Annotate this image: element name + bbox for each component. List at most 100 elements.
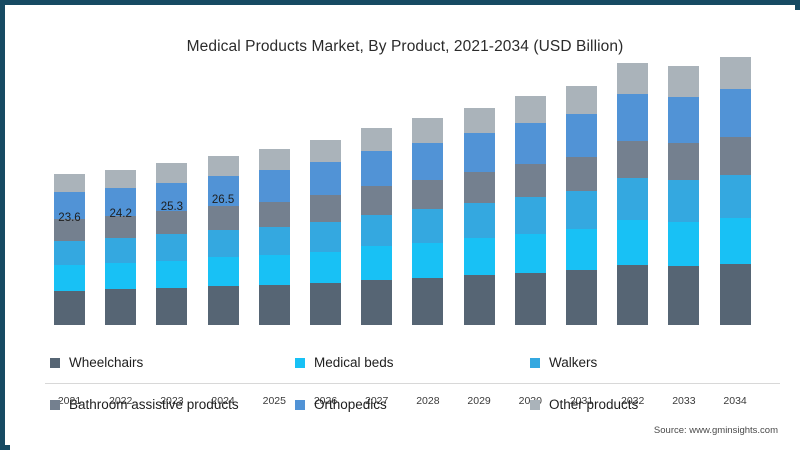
bar-segment-bathroom-assistive-products[interactable] <box>617 141 649 179</box>
bar-2028[interactable] <box>412 118 444 325</box>
bar-segment-walkers[interactable] <box>105 238 137 264</box>
legend-item-bathroom-assistive-products[interactable]: Bathroom assistive products <box>50 397 239 412</box>
bar-2026[interactable] <box>310 140 341 325</box>
bar-segment-walkers[interactable] <box>617 178 649 221</box>
bar-segment-orthopedics[interactable] <box>156 182 188 212</box>
bar-2021[interactable] <box>54 174 85 325</box>
bar-segment-wheelchairs[interactable] <box>566 270 597 325</box>
bar-segment-other-products[interactable] <box>310 140 341 163</box>
bar-segment-walkers[interactable] <box>668 180 700 222</box>
legend-item-medical-beds[interactable]: Medical beds <box>295 355 394 370</box>
bar-segment-other-products[interactable] <box>719 56 751 89</box>
bar-2030[interactable] <box>514 95 546 325</box>
bar-2025[interactable] <box>258 149 290 325</box>
bar-segment-medical-beds[interactable] <box>54 264 85 291</box>
bar-segment-orthopedics[interactable] <box>105 188 137 216</box>
bar-segment-orthopedics[interactable] <box>668 97 700 143</box>
bar-segment-wheelchairs[interactable] <box>310 282 341 325</box>
bar-segment-bathroom-assistive-products[interactable] <box>514 164 546 197</box>
bar-segment-wheelchairs[interactable] <box>105 289 137 325</box>
bar-segment-orthopedics[interactable] <box>207 175 239 206</box>
bar-segment-medical-beds[interactable] <box>668 221 700 266</box>
bar-segment-other-products[interactable] <box>207 155 239 176</box>
bar-2033[interactable] <box>668 65 700 325</box>
bar-segment-medical-beds[interactable] <box>719 218 751 264</box>
bar-segment-wheelchairs[interactable] <box>412 277 444 325</box>
bar-segment-wheelchairs[interactable] <box>258 284 290 325</box>
bar-2024[interactable] <box>207 155 239 325</box>
bar-segment-wheelchairs[interactable] <box>156 287 188 325</box>
bar-2023[interactable] <box>156 163 188 325</box>
bar-segment-wheelchairs[interactable] <box>463 275 495 325</box>
bar-2027[interactable] <box>361 128 393 325</box>
bar-segment-other-products[interactable] <box>566 86 597 115</box>
bar-segment-medical-beds[interactable] <box>514 233 546 273</box>
bar-segment-other-products[interactable] <box>668 65 700 97</box>
bar-segment-other-products[interactable] <box>617 63 649 95</box>
bar-segment-walkers[interactable] <box>207 229 239 258</box>
bar-segment-medical-beds[interactable] <box>207 257 239 287</box>
bar-2032[interactable] <box>617 63 649 325</box>
bar-2022[interactable] <box>105 170 137 325</box>
bar-segment-medical-beds[interactable] <box>361 246 393 280</box>
bar-2031[interactable] <box>566 86 597 325</box>
bar-segment-orthopedics[interactable] <box>719 88 751 137</box>
bar-segment-bathroom-assistive-products[interactable] <box>412 180 444 210</box>
bar-segment-orthopedics[interactable] <box>361 151 393 187</box>
bar-segment-medical-beds[interactable] <box>463 238 495 276</box>
bar-segment-bathroom-assistive-products[interactable] <box>156 211 188 235</box>
bar-segment-walkers[interactable] <box>156 234 188 261</box>
bar-segment-wheelchairs[interactable] <box>668 265 700 325</box>
bar-segment-other-products[interactable] <box>514 95 546 124</box>
bar-segment-other-products[interactable] <box>54 174 85 193</box>
bar-segment-medical-beds[interactable] <box>310 251 341 283</box>
bar-segment-orthopedics[interactable] <box>566 114 597 158</box>
bar-segment-other-products[interactable] <box>105 170 137 189</box>
bar-segment-medical-beds[interactable] <box>617 220 649 265</box>
bar-segment-bathroom-assistive-products[interactable] <box>719 136 751 175</box>
bar-segment-orthopedics[interactable] <box>258 170 290 202</box>
bar-segment-medical-beds[interactable] <box>105 263 137 290</box>
bar-2029[interactable] <box>463 107 495 325</box>
bar-segment-orthopedics[interactable] <box>54 192 85 219</box>
bar-segment-other-products[interactable] <box>258 149 290 171</box>
legend-item-wheelchairs[interactable]: Wheelchairs <box>50 355 143 370</box>
bar-segment-wheelchairs[interactable] <box>361 279 393 325</box>
bar-segment-bathroom-assistive-products[interactable] <box>463 171 495 204</box>
bar-segment-orthopedics[interactable] <box>463 132 495 172</box>
bar-segment-medical-beds[interactable] <box>258 254 290 285</box>
legend-item-orthopedics[interactable]: Orthopedics <box>295 397 387 412</box>
bar-segment-wheelchairs[interactable] <box>54 290 85 325</box>
bar-segment-other-products[interactable] <box>361 128 393 152</box>
bar-segment-bathroom-assistive-products[interactable] <box>566 157 597 191</box>
bar-segment-walkers[interactable] <box>566 190 597 230</box>
bar-segment-bathroom-assistive-products[interactable] <box>105 215 137 239</box>
bar-segment-walkers[interactable] <box>719 174 751 219</box>
bar-segment-walkers[interactable] <box>412 209 444 243</box>
bar-segment-bathroom-assistive-products[interactable] <box>258 201 290 227</box>
bar-segment-orthopedics[interactable] <box>617 94 649 142</box>
bar-segment-medical-beds[interactable] <box>566 229 597 271</box>
legend-item-other-products[interactable]: Other products <box>530 397 638 412</box>
bar-segment-bathroom-assistive-products[interactable] <box>310 195 341 222</box>
legend-item-walkers[interactable]: Walkers <box>530 355 597 370</box>
bar-segment-orthopedics[interactable] <box>412 142 444 181</box>
bar-segment-bathroom-assistive-products[interactable] <box>668 142 700 181</box>
bar-segment-walkers[interactable] <box>361 214 393 247</box>
bar-segment-bathroom-assistive-products[interactable] <box>54 219 85 241</box>
bar-segment-walkers[interactable] <box>514 196 546 234</box>
bar-segment-other-products[interactable] <box>156 163 188 183</box>
bar-segment-wheelchairs[interactable] <box>514 272 546 325</box>
bar-segment-medical-beds[interactable] <box>156 260 188 288</box>
bar-segment-bathroom-assistive-products[interactable] <box>207 205 239 230</box>
bar-segment-orthopedics[interactable] <box>514 123 546 165</box>
bar-segment-wheelchairs[interactable] <box>207 286 239 325</box>
bar-segment-walkers[interactable] <box>463 203 495 239</box>
bar-segment-walkers[interactable] <box>54 240 85 265</box>
bar-segment-orthopedics[interactable] <box>310 162 341 196</box>
bar-segment-walkers[interactable] <box>258 226 290 255</box>
bar-segment-other-products[interactable] <box>463 107 495 133</box>
bar-segment-wheelchairs[interactable] <box>719 263 751 325</box>
bar-segment-other-products[interactable] <box>412 118 444 143</box>
bar-2034[interactable] <box>719 56 751 325</box>
